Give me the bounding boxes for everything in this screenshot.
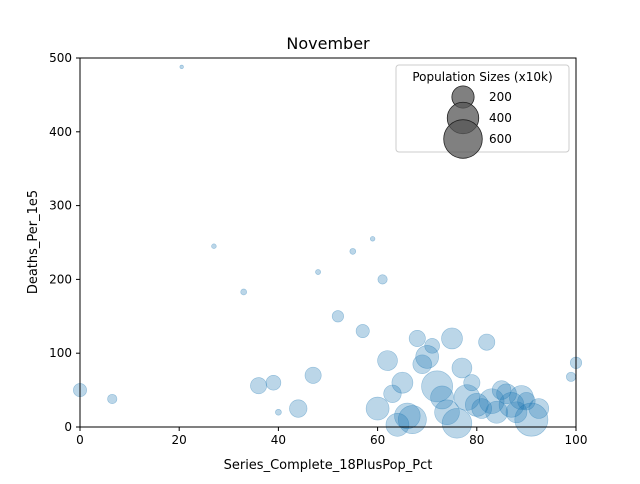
y-tick-label: 100: [49, 346, 72, 360]
data-point: [441, 327, 463, 350]
data-point: [289, 399, 308, 418]
data-point: [275, 408, 282, 416]
data-point: [496, 383, 517, 405]
x-tick-label: 0: [76, 433, 84, 447]
y-tick-label: 400: [49, 125, 72, 139]
data-point: [566, 371, 577, 382]
data-point: [304, 366, 322, 384]
data-point: [391, 371, 414, 394]
data-point: [478, 333, 496, 351]
data-point: [369, 236, 376, 242]
legend-label: 400: [489, 111, 512, 125]
data-point: [434, 399, 460, 425]
data-point: [377, 350, 398, 371]
data-point: [250, 377, 267, 395]
data-point: [491, 380, 512, 400]
x-tick-label: 100: [565, 433, 588, 447]
data-point: [394, 402, 421, 430]
legend-box: [395, 64, 570, 153]
data-point: [408, 330, 426, 347]
data-point: [514, 402, 549, 437]
y-axis-label: Deaths_Per_1e5: [26, 190, 41, 294]
data-point: [377, 274, 388, 285]
data-point: [505, 401, 528, 424]
data-point: [464, 393, 489, 417]
x-tick-label: 80: [469, 433, 484, 447]
legend: Population Sizes (x10k) 200 400 600: [395, 64, 570, 159]
x-tick-label: 60: [370, 433, 385, 447]
plot-frame: [79, 57, 577, 428]
data-point: [424, 338, 440, 354]
data-point: [471, 398, 493, 419]
data-point: [265, 374, 282, 391]
y-tick-label: 200: [49, 272, 72, 286]
data-point: [385, 412, 410, 437]
data-point: [107, 393, 118, 404]
data-point: [412, 354, 432, 374]
data-point: [485, 400, 508, 424]
x-axis-label: Series_Complete_18PlusPop_Pct: [224, 458, 433, 473]
data-point: [415, 345, 440, 369]
data-point: [430, 385, 454, 410]
data-point: [383, 384, 402, 403]
y-tick-label: 0: [64, 420, 72, 434]
data-point: [211, 243, 217, 249]
data-point: [331, 310, 344, 323]
x-tick-label: 20: [172, 433, 187, 447]
data-point: [315, 269, 321, 275]
data-point: [517, 392, 536, 411]
x-tick-label: 40: [271, 433, 286, 447]
axes-layer: 0 20 40 60 80 100 0 100 200 300 400 500: [49, 51, 587, 447]
data-point: [355, 324, 370, 339]
y-tick-label: 500: [49, 51, 72, 65]
data-point: [509, 385, 534, 410]
data-point: [421, 370, 453, 403]
data-point: [498, 392, 525, 418]
data-point: [463, 374, 481, 392]
legend-label: 600: [489, 132, 512, 146]
data-point: [478, 388, 505, 414]
legend-label: 200: [489, 90, 512, 104]
data-point: [179, 64, 184, 69]
data-point: [365, 396, 390, 421]
data-point: [528, 398, 550, 419]
data-point: [453, 384, 481, 411]
y-tick-label: 300: [49, 199, 72, 213]
legend-marker: [443, 119, 483, 159]
data-point: [349, 248, 357, 255]
data-point: [441, 408, 473, 439]
data-point: [240, 288, 247, 296]
data-point: [451, 357, 473, 379]
chart-title: November: [286, 34, 370, 53]
legend-title: Population Sizes (x10k): [412, 70, 552, 84]
